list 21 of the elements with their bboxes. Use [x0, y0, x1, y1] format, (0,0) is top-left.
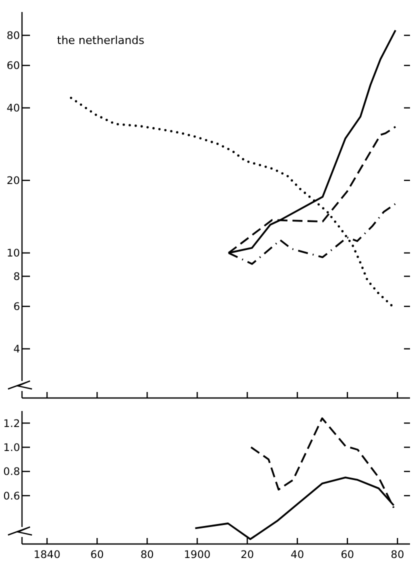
y-tick-label: 10 — [6, 248, 20, 260]
x-tick-label: 60 — [90, 549, 104, 561]
annotation: the netherlands — [57, 34, 145, 47]
x-tick-label: 20 — [240, 549, 254, 561]
y-tick-label: 1.0 — [3, 442, 20, 454]
x-tick-label: 80 — [140, 549, 154, 561]
y-tick-label: 0.6 — [3, 490, 20, 502]
x-tick-label: 80 — [390, 549, 404, 561]
y-tick-label: 1.2 — [3, 418, 20, 430]
x-tick-label: 1840 — [34, 549, 60, 561]
y-tick-label: 80 — [6, 30, 20, 42]
y-tick-label: 8 — [13, 270, 20, 283]
y-tick-label: 6 — [13, 301, 20, 314]
x-tick-label: 1900 — [184, 549, 211, 561]
x-tick-label: 40 — [290, 549, 304, 561]
y-tick-label: 40 — [6, 102, 20, 115]
y-tick-label: 0.8 — [3, 466, 20, 478]
x-tick-label: 60 — [340, 549, 354, 561]
y-tick-label: 20 — [6, 175, 20, 188]
y-tick-label: 4 — [13, 343, 20, 356]
y-tick-label: 60 — [6, 60, 20, 72]
